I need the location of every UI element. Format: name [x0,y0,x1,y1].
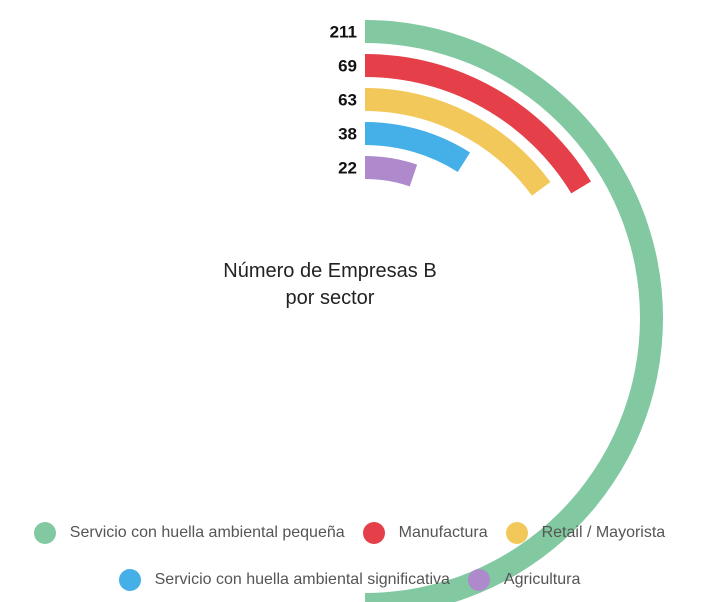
bar-agricultura[interactable] [365,156,418,187]
legend-row-1: Servicio con huella ambiental pequeña Ma… [0,522,717,544]
legend-swatch [467,569,490,591]
value-label-retail-mayorista: 63 [338,91,357,110]
legend-item-agricultura[interactable]: Agricultura [467,569,581,591]
value-label-servicio-con-huella-ambiental-pequena: 211 [330,23,357,42]
legend-swatch [505,522,528,544]
legend-label: Agricultura [503,571,581,588]
legend-label: Servicio con huella ambiental significat… [154,571,450,588]
legend-swatch [33,522,56,544]
chart-title-line-2: por sector [285,287,375,309]
legend-label: Servicio con huella ambiental pequeña [69,524,345,541]
value-label-servicio-con-huella-ambiental-significativa: 38 [338,125,357,144]
value-label-manufactura: 69 [338,57,357,76]
bar-manufactura[interactable] [365,54,591,194]
legend-label: Retail / Mayorista [541,524,666,541]
bar-servicio-con-huella-ambiental-significativa[interactable] [365,122,471,172]
bar-retail-mayorista[interactable] [365,88,551,196]
legend-item-servicio-significativa[interactable]: Servicio con huella ambiental significat… [118,569,450,591]
legend-item-retail[interactable]: Retail / Mayorista [505,522,666,544]
chart-title: Número de Empresas B por sector [180,258,480,312]
legend-item-servicio-pequena[interactable]: Servicio con huella ambiental pequeña [33,522,345,544]
legend-swatch [362,522,385,544]
legend-swatch [118,569,141,591]
chart-title-line-1: Número de Empresas B [223,260,437,282]
legend-row-2: Servicio con huella ambiental significat… [0,569,717,591]
legend-item-manufactura[interactable]: Manufactura [362,522,488,544]
legend-label: Manufactura [398,524,488,541]
value-label-agricultura: 22 [338,159,357,178]
